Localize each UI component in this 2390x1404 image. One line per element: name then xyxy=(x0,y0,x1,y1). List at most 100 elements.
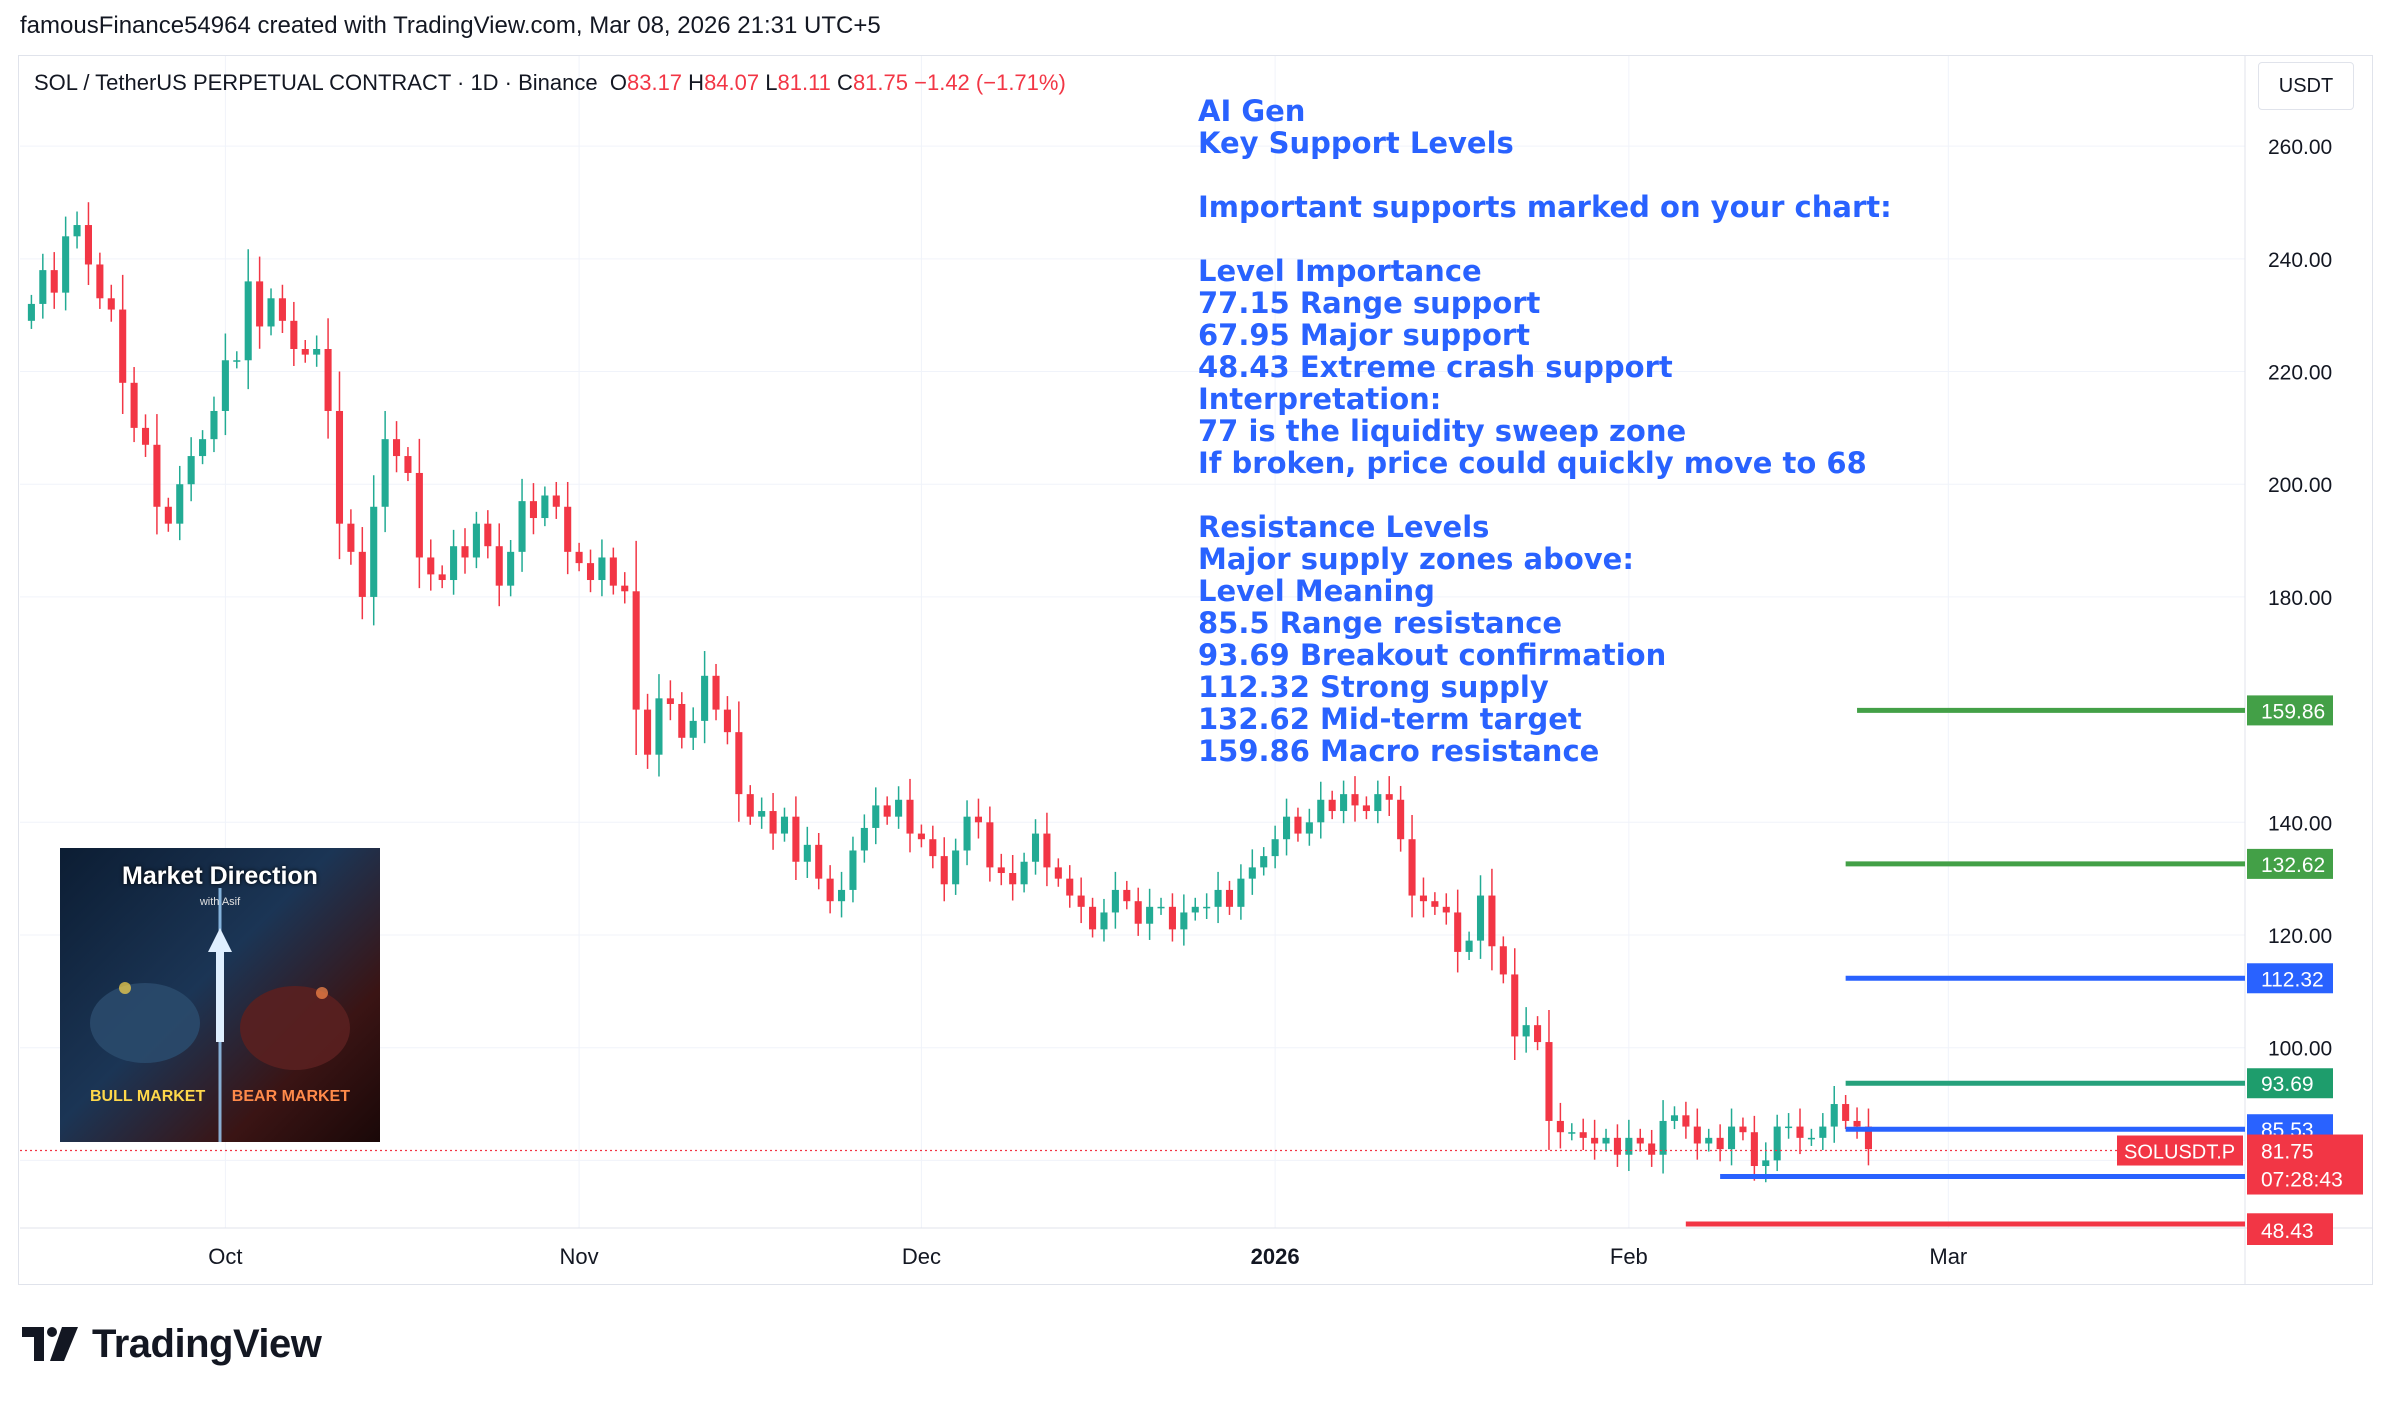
candle-body[interactable] xyxy=(1214,889,1222,907)
candle-body[interactable] xyxy=(929,839,937,857)
candle-body[interactable] xyxy=(655,698,663,755)
candle-body[interactable] xyxy=(324,349,332,411)
candle-body[interactable] xyxy=(1511,974,1519,1037)
candle-body[interactable] xyxy=(50,270,58,293)
candle-body[interactable] xyxy=(301,349,309,355)
candle-body[interactable] xyxy=(141,427,150,445)
candle-body[interactable] xyxy=(838,889,846,902)
candle-body[interactable] xyxy=(621,585,629,592)
candle-body[interactable] xyxy=(1739,1126,1747,1133)
candle-body[interactable] xyxy=(1419,895,1427,902)
candle-body[interactable] xyxy=(758,811,766,817)
symbol-info-line[interactable]: SOL / TetherUS PERPETUAL CONTRACT · 1D ·… xyxy=(34,70,1066,96)
candle-body[interactable] xyxy=(153,444,161,507)
symbol-name[interactable]: SOL / TetherUS PERPETUAL CONTRACT · 1D ·… xyxy=(34,70,598,95)
candle-body[interactable] xyxy=(210,410,218,440)
candle-body[interactable] xyxy=(221,360,229,411)
candle-body[interactable] xyxy=(575,551,583,564)
candle-body[interactable] xyxy=(313,349,321,355)
candle-body[interactable] xyxy=(1602,1137,1610,1144)
candle-body[interactable] xyxy=(1271,839,1279,857)
candle-body[interactable] xyxy=(997,867,1005,874)
candle-body[interactable] xyxy=(849,850,857,890)
candle-body[interactable] xyxy=(974,816,982,823)
candle-body[interactable] xyxy=(609,557,617,586)
candle-body[interactable] xyxy=(381,439,389,507)
candle-body[interactable] xyxy=(1670,1115,1679,1121)
candle-body[interactable] xyxy=(62,236,70,293)
candle-body[interactable] xyxy=(73,225,81,237)
candle-body[interactable] xyxy=(1613,1137,1621,1155)
candle-body[interactable] xyxy=(1351,794,1359,806)
candle-body[interactable] xyxy=(940,856,948,885)
candle-body[interactable] xyxy=(1134,901,1142,924)
candle-body[interactable] xyxy=(1328,799,1336,812)
candle-body[interactable] xyxy=(986,822,994,868)
candle-body[interactable] xyxy=(1168,906,1176,930)
chart-frame[interactable] xyxy=(18,55,2373,1285)
candle-body[interactable] xyxy=(1659,1120,1667,1155)
candle-body[interactable] xyxy=(895,799,903,817)
candle-body[interactable] xyxy=(199,439,207,457)
candle-body[interactable] xyxy=(1807,1137,1815,1140)
tradingview-logo[interactable]: TradingView xyxy=(22,1322,322,1366)
candle-body[interactable] xyxy=(815,844,823,879)
candle-body[interactable] xyxy=(1237,878,1245,907)
candle-body[interactable] xyxy=(1385,794,1393,800)
candle-body[interactable] xyxy=(256,281,264,327)
candle-body[interactable] xyxy=(1488,895,1496,947)
candle-body[interactable] xyxy=(586,563,595,581)
candle-body[interactable] xyxy=(1146,906,1154,924)
candle-body[interactable] xyxy=(484,523,492,547)
candle-body[interactable] xyxy=(1762,1160,1770,1167)
candle-body[interactable] xyxy=(1305,822,1313,834)
candle-body[interactable] xyxy=(1522,1025,1530,1037)
candle-body[interactable] xyxy=(130,382,138,428)
candle-body[interactable] xyxy=(1716,1137,1724,1150)
candle-body[interactable] xyxy=(1157,906,1165,909)
candle-body[interactable] xyxy=(1031,833,1040,862)
candle-body[interactable] xyxy=(1248,867,1256,879)
candle-body[interactable] xyxy=(1408,839,1416,896)
candle-body[interactable] xyxy=(1636,1137,1644,1144)
candle-body[interactable] xyxy=(415,472,423,558)
candle-body[interactable] xyxy=(1180,912,1188,930)
candle-body[interactable] xyxy=(1728,1126,1736,1150)
candle-body[interactable] xyxy=(1499,946,1507,975)
candle-body[interactable] xyxy=(1454,912,1462,952)
candle-body[interactable] xyxy=(119,309,127,383)
candle-body[interactable] xyxy=(1705,1137,1713,1144)
candle-body[interactable] xyxy=(1625,1137,1633,1155)
candle-body[interactable] xyxy=(39,270,47,304)
candle-body[interactable] xyxy=(701,675,709,721)
candle-body[interactable] xyxy=(883,805,891,817)
candle-body[interactable] xyxy=(1294,816,1302,834)
candle-body[interactable] xyxy=(803,844,811,862)
candle-body[interactable] xyxy=(1785,1126,1793,1129)
candle-body[interactable] xyxy=(1556,1120,1564,1133)
candle-body[interactable] xyxy=(1260,856,1268,868)
candle-body[interactable] xyxy=(906,799,914,834)
candle-body[interactable] xyxy=(278,298,286,321)
candle-body[interactable] xyxy=(541,495,549,519)
candle-body[interactable] xyxy=(358,551,366,597)
candle-body[interactable] xyxy=(1317,799,1325,823)
candle-body[interactable] xyxy=(290,320,298,349)
candle-body[interactable] xyxy=(769,811,777,834)
candle-body[interactable] xyxy=(393,439,401,457)
candle-body[interactable] xyxy=(917,833,925,840)
candle-body[interactable] xyxy=(1397,799,1405,840)
candle-body[interactable] xyxy=(712,675,720,710)
candle-body[interactable] xyxy=(1842,1104,1850,1121)
candle-body[interactable] xyxy=(107,298,115,310)
candle-body[interactable] xyxy=(84,225,92,265)
candle-body[interactable] xyxy=(1203,906,1211,909)
candle-body[interactable] xyxy=(267,298,275,327)
candle-body[interactable] xyxy=(347,523,355,552)
candle-body[interactable] xyxy=(1340,794,1348,812)
candle-body[interactable] xyxy=(1476,895,1485,941)
candle-body[interactable] xyxy=(952,850,960,885)
candle-body[interactable] xyxy=(1111,889,1119,913)
candle-body[interactable] xyxy=(1830,1104,1838,1127)
candle-body[interactable] xyxy=(552,495,560,507)
